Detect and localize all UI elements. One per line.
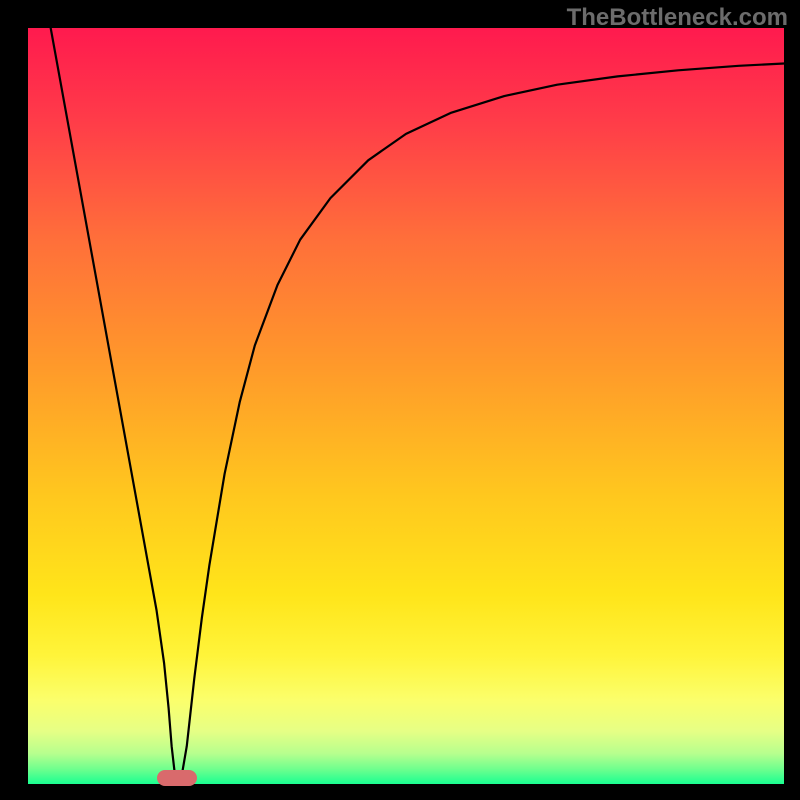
plot-area xyxy=(28,28,784,784)
optimal-point-marker xyxy=(157,770,197,786)
watermark-text: TheBottleneck.com xyxy=(567,4,788,32)
bottleneck-curve xyxy=(28,28,784,784)
chart-container: TheBottleneck.com xyxy=(0,0,800,800)
